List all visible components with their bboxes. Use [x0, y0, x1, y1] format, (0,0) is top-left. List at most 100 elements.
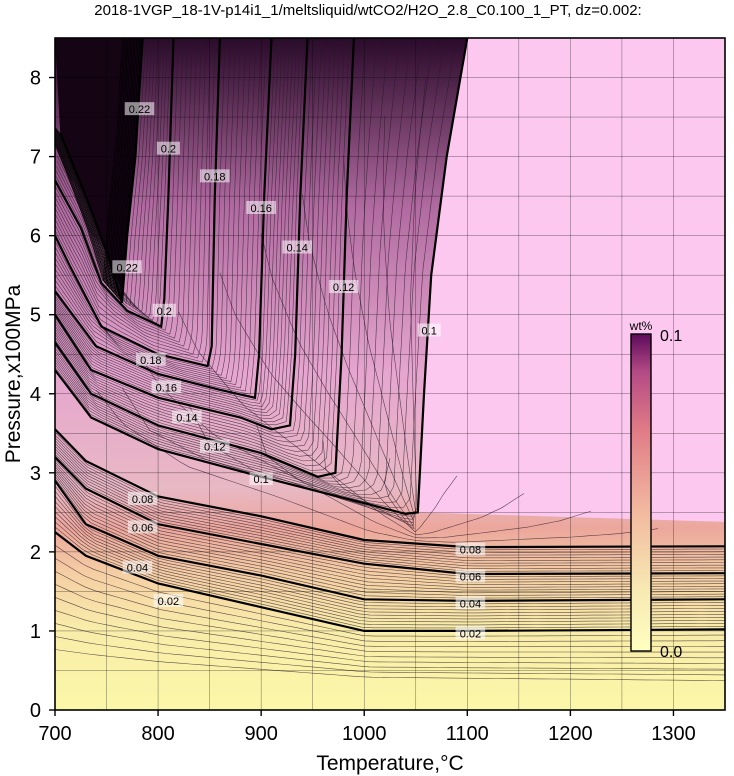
contour-label-text: 0.14	[176, 412, 197, 424]
fine-contour	[55, 38, 297, 420]
fine-contour	[55, 38, 400, 489]
contour-label-text: 0.1	[422, 326, 437, 338]
fine-contour	[55, 38, 184, 335]
fine-contour	[95, 390, 659, 543]
fine-contour	[55, 38, 290, 413]
fine-contour	[55, 38, 125, 283]
contour-label-text: 0.12	[333, 282, 354, 294]
fine-contour	[55, 610, 725, 664]
fine-contour	[55, 38, 305, 426]
contour-label-bg	[455, 626, 486, 640]
fine-contour	[55, 38, 366, 479]
fine-contour	[55, 38, 123, 282]
x-tick-label: 800	[141, 723, 174, 745]
contour-label-text: 0.18	[204, 171, 225, 183]
fine-contour	[55, 38, 457, 508]
y-tick-label: 3	[30, 463, 41, 485]
fine-contour	[55, 38, 138, 297]
contour-0.22	[59, 38, 144, 304]
contour-label: 0.16	[246, 200, 276, 215]
fine-contour	[55, 38, 197, 347]
contour-label-bg	[455, 542, 486, 556]
fine-contour	[55, 38, 202, 351]
fine-contour	[55, 478, 725, 599]
fine-contour	[55, 38, 276, 401]
x-tick-label: 1300	[651, 723, 696, 745]
fine-contour	[55, 38, 132, 291]
fine-contour	[55, 571, 725, 647]
fine-contour	[55, 448, 725, 567]
contour-label-bg	[112, 260, 142, 274]
fine-contour	[55, 38, 411, 492]
chart-title: 2018-1VGP_18-1V-p14i1_1/meltsliquid/wtCO…	[94, 2, 641, 19]
contour-label-bg	[328, 280, 359, 294]
fine-contour	[55, 38, 129, 288]
plot-area: 0.02 0.02 0.04 0.04 0.06 0.06 0.08 0.08 0.1 0.1 0.…	[55, 38, 725, 710]
contour-label-text: 0.04	[127, 563, 148, 575]
fine-contour	[55, 38, 287, 410]
contour-label-bg	[282, 240, 313, 254]
y-tick-label: 4	[30, 384, 41, 406]
fine-contour	[55, 473, 725, 594]
contour-label-text: 0.06	[132, 522, 153, 534]
contour-label: 0.2	[152, 303, 176, 318]
fine-contour	[55, 38, 262, 392]
contour-label: 0.12	[328, 280, 359, 294]
fine-contour	[55, 38, 331, 452]
fine-contour	[55, 636, 725, 676]
fine-contour	[55, 38, 294, 417]
contour-label: 0.08	[455, 542, 486, 557]
contour-label-bg	[153, 593, 184, 607]
x-tick-label: 1100	[446, 723, 489, 745]
contour-label-text: 0.08	[132, 494, 153, 506]
fine-contour	[55, 485, 725, 605]
fine-contour	[55, 623, 725, 670]
fine-contour	[55, 38, 377, 482]
y-axis-title: Pressure,x100MPa	[2, 284, 25, 463]
fine-contour	[55, 38, 257, 389]
contour-label-text: 0.12	[204, 442, 225, 454]
contour-label-text: 0.16	[250, 203, 271, 215]
contour-label-text: 0.02	[460, 628, 481, 640]
contour-label-text: 0.06	[460, 571, 481, 583]
contour-label-bg	[136, 352, 166, 366]
contour-label-bg	[199, 169, 230, 183]
contour-label-bg	[246, 200, 276, 214]
fine-contour	[55, 38, 126, 285]
fine-contour	[55, 490, 725, 608]
fine-contour	[55, 38, 252, 386]
fine-contour	[55, 38, 341, 462]
fine-contour	[55, 442, 725, 561]
contour-label-text: 0.02	[158, 596, 179, 608]
fine-contour	[55, 38, 267, 395]
contour-label-bg	[417, 323, 441, 337]
contour-label: 0.1	[249, 472, 273, 486]
fine-contour	[55, 521, 725, 626]
contour-label: 0.08	[127, 491, 158, 506]
contour-label-text: 0.08	[460, 545, 481, 557]
fine-contour	[55, 38, 301, 423]
y-tick-label: 1	[30, 621, 41, 643]
contour-label-bg	[249, 472, 273, 486]
fine-contour	[55, 451, 725, 569]
plot-frame	[54, 37, 726, 711]
contour-label-bg	[455, 596, 486, 610]
fine-contour	[137, 350, 592, 539]
y-tick-label: 5	[30, 305, 41, 327]
y-axis: 0 1 2 3 4 5 6 7 8	[30, 68, 55, 722]
y-tick-label: 7	[30, 147, 41, 169]
contour-label-bg	[156, 141, 180, 155]
contour-label-bg	[172, 410, 202, 424]
fine-contour	[57, 38, 141, 300]
fine-contour	[55, 38, 179, 331]
fine-contour	[55, 38, 135, 294]
fine-contour	[55, 38, 207, 355]
colorbar-max-label: 0.1	[660, 328, 682, 345]
fine-contour	[55, 495, 725, 611]
fine-contour	[55, 38, 322, 443]
fine-contour	[55, 38, 336, 457]
contour-label: 0.18	[136, 352, 166, 367]
x-axis: 700 800 900 1000 1100 1200 1300	[38, 710, 696, 745]
contour-label: 0.22	[112, 260, 142, 274]
contour-label: 0.02	[455, 626, 486, 640]
